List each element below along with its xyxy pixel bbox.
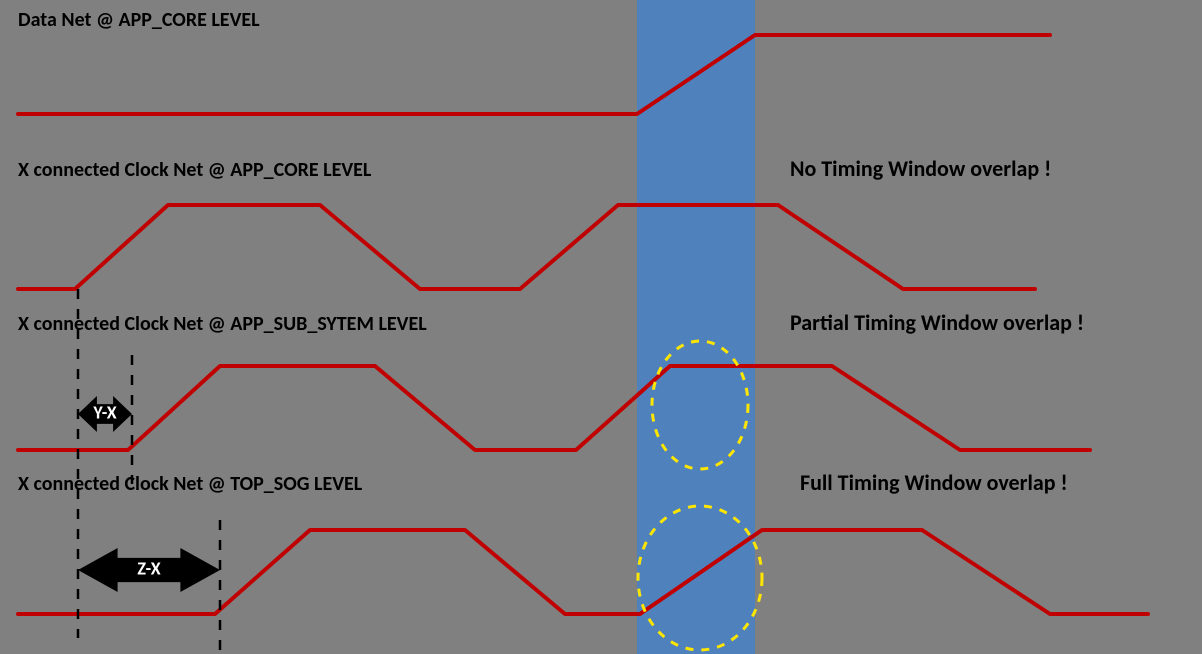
label-data-net: Data Net @ APP_CORE LEVEL	[18, 8, 260, 32]
timing-diagram: Y-X Z-X Data Net @ APP_CORE LEVEL X connect…	[0, 0, 1202, 654]
label-clk-app-core: X connected Clock Net @ APP_CORE LEVEL	[18, 158, 372, 182]
label-partial-overlap: Partial Timing Window overlap !	[790, 309, 1084, 336]
label-no-overlap: No Timing Window overlap !	[790, 155, 1051, 182]
label-clk-app-sub: X connected Clock Net @ APP_SUB_SYTEM LE…	[18, 312, 427, 336]
highlight-band	[637, 0, 755, 654]
offset-arrow-yx-label: Y-X	[92, 401, 116, 423]
label-clk-top-sog: X connected Clock Net @ TOP_SOG LEVEL	[18, 472, 363, 496]
label-full-overlap: Full Timing Window overlap !	[800, 469, 1068, 496]
offset-arrow-zx-label: Z-X	[137, 557, 160, 579]
